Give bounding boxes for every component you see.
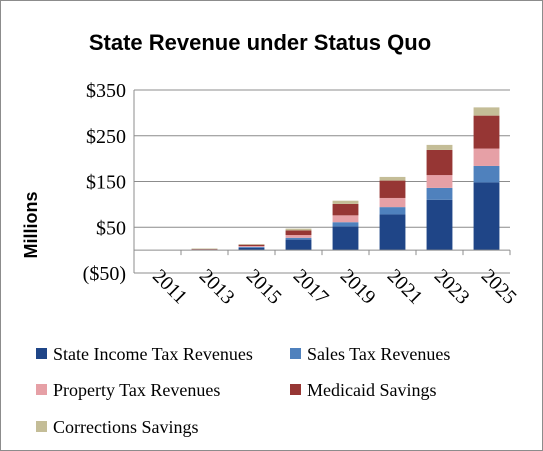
axes [133,90,511,273]
x-tick-label: 2019 [336,265,380,309]
y-tick-label: $150 [86,172,126,194]
gridlines [134,89,510,274]
legend-swatch [290,384,301,395]
bar-segment [379,176,406,181]
bar-segment [379,207,406,215]
x-tick-label: 2017 [289,265,333,309]
bar-segment [379,180,406,198]
bar-segment [426,149,453,176]
bar-segment [473,182,500,251]
bar-segment [238,246,265,248]
legend-label: Medicaid Savings [307,380,436,400]
legend-swatch [36,421,47,432]
x-tick-labels: 2011 2013 2015 2017 2019 2021 2023 2025 [148,265,521,309]
bar-segment [426,187,453,200]
bar-segment [285,228,312,231]
legend-swatch [36,348,47,359]
bars [191,107,500,251]
bar-segment [332,222,359,227]
bar-segment [473,148,500,166]
legend-swatch [36,384,47,395]
bar-segment [473,165,500,183]
y-tick-label: ($50) [83,263,126,285]
x-tick-label: 2011 [148,265,191,308]
y-tick-label: $250 [86,126,126,148]
bar-segment [332,226,359,251]
bar-segment [191,248,218,250]
bar-segment [379,197,406,208]
legend-swatch [290,348,301,359]
x-tick-label: 2025 [477,265,521,309]
bar-segment [285,239,312,251]
legend-label: Sales Tax Revenues [307,344,450,364]
bar-segment [426,199,453,251]
y-axis-label: Millions [21,192,41,259]
bar-segment [191,249,218,250]
x-tick-label: 2013 [195,265,239,309]
bar-segment [285,230,312,236]
bar-segment [332,215,359,223]
y-tick-label: $350 [86,80,126,102]
bar-segment [238,244,265,245]
bar-segment [332,203,359,216]
y-tick-labels: ($50) $50 $150 $250 $350 [83,80,126,285]
bar-segment [285,235,312,238]
x-tick-label: 2021 [383,265,427,309]
legend: State Income Tax Revenues Sales Tax Reven… [36,344,450,437]
x-tick-label: 2023 [430,265,474,309]
bar-segment [238,247,265,251]
bar-segment [332,200,359,204]
y-tick-label: $50 [96,217,126,239]
bar-segment [238,244,265,247]
bar-segment [473,107,500,116]
legend-label: Property Tax Revenues [53,380,220,400]
legend-label: Corrections Savings [53,417,199,437]
bar-segment [426,175,453,188]
bar-segment [379,214,406,251]
bar-segment [238,246,265,247]
legend-label: State Income Tax Revenues [53,344,253,364]
x-tick-label: 2015 [242,265,286,309]
bar-segment [426,144,453,150]
bar-segment [473,115,500,149]
chart-title: State Revenue under Status Quo [89,30,431,55]
bar-segment [285,237,312,240]
